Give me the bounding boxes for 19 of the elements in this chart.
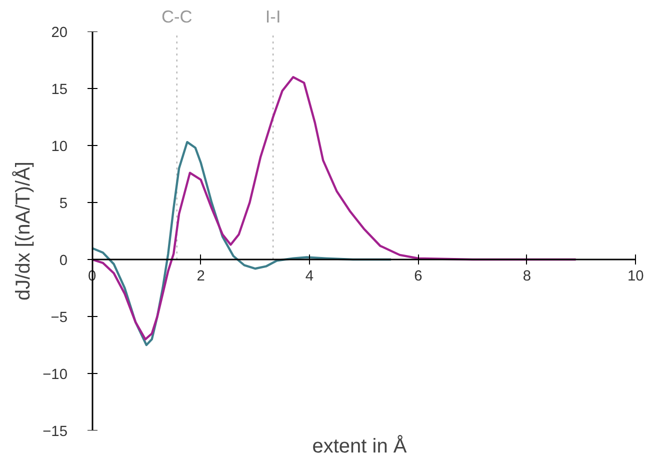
line-series — [90, 76, 577, 340]
y-tick-label: 20 — [51, 25, 68, 41]
y-tick-label: −15 — [42, 424, 68, 440]
y-tick-label: 5 — [59, 196, 68, 212]
line-series — [90, 140, 392, 346]
y-tick-label: −5 — [50, 310, 68, 326]
ref-line-label: I-I — [265, 6, 281, 26]
y-tick-label: 10 — [51, 139, 68, 155]
x-tick-label: 4 — [305, 268, 314, 284]
x-tick-label: 6 — [414, 268, 422, 284]
x-tick-label: 2 — [196, 268, 205, 284]
y-tick-label: −10 — [42, 367, 68, 383]
ref-line-label: C-C — [161, 6, 192, 26]
y-tick-label: 15 — [51, 82, 68, 98]
y-tick-label: 0 — [59, 253, 68, 269]
x-tick-label: 8 — [522, 268, 531, 284]
x-tick-label: 10 — [627, 268, 644, 284]
x-axis-title: extent in Å — [312, 434, 408, 458]
y-axis-title: dJ/dx [(nA/T)/Å] — [12, 162, 35, 300]
